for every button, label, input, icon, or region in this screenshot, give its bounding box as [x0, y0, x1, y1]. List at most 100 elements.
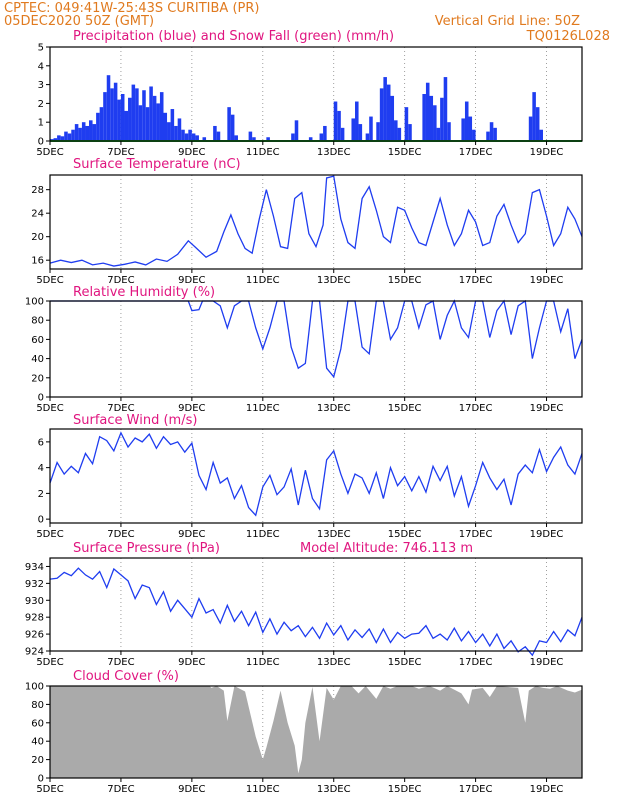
precip-bar: [333, 101, 338, 141]
humidity-ytick-label: 0: [38, 393, 44, 404]
wind-xtick-label: 9DEC: [178, 529, 205, 540]
precip-bar: [429, 95, 434, 141]
pressure-xtick-label: 19DEC: [530, 657, 564, 668]
panel-cloud-cover: Cloud Cover (%) 0 20 40 60 80 100 5DEC 7DEC 9DEC…: [25, 669, 583, 795]
precip-bar: [67, 133, 72, 141]
precipitation-ytick-label: 4: [38, 61, 44, 72]
precip-bar: [128, 97, 132, 141]
temperature-xtick-label: 7DEC: [107, 275, 134, 286]
panel-title-wind: Surface Wind (m/s): [73, 413, 197, 428]
cloud-cover-ytick-label: 80: [31, 700, 44, 711]
precip-bar: [184, 133, 189, 141]
precip-bar: [152, 95, 157, 141]
cloud-cover-ytick-label: 40: [31, 737, 44, 748]
pressure-ytick-label: 926: [25, 630, 44, 641]
precipitation-ytick-label: 1: [38, 118, 44, 129]
precip-bar: [486, 131, 490, 141]
wind-plot: 0 2 4 6 5DEC 7DEC 9DEC 11DEC 13DEC 15DEC 17DEC 19DE…: [36, 428, 583, 540]
precip-bar: [266, 137, 270, 141]
pressure-ytick-label: 924: [25, 647, 44, 658]
precipitation-ytick-label: 0: [38, 137, 44, 148]
precip-bar: [376, 122, 380, 141]
precip-bar: [177, 118, 182, 141]
wind-ytick-label: 6: [38, 437, 44, 448]
precipitation-xtick-label: 9DEC: [178, 147, 205, 158]
precipitation-ytick-label: 2: [38, 99, 44, 110]
precip-bar: [89, 120, 93, 141]
cloud-cover-xtick-label: 7DEC: [107, 784, 134, 795]
cloud-cover-xtick-label: 5DEC: [36, 784, 63, 795]
wind-frame: [49, 428, 583, 524]
precip-bar: [124, 110, 129, 141]
precip-bar: [358, 124, 363, 141]
precip-bar: [383, 77, 387, 141]
wind-xtick-label: 11DEC: [246, 529, 280, 540]
pressure-xtick-label: 9DEC: [178, 657, 205, 668]
precip-bar: [191, 133, 196, 141]
panel-title-pressure: Surface Pressure (hPa): [73, 541, 220, 556]
precip-bar: [443, 77, 448, 141]
panel-humidity: Relative Humidity (%) 0 20 40 60 80 100 5DEC 7D…: [25, 285, 583, 414]
cloud-cover-plot: 0 20 40 60 80 100 5DEC 7DEC 9DEC 11DEC 13DEC 15DEC 1…: [25, 682, 583, 795]
precipitation-xtick-label: 17DEC: [459, 147, 493, 158]
precip-bar: [96, 112, 100, 141]
precip-bar: [57, 135, 61, 141]
precip-bar: [120, 94, 125, 141]
panel-pressure: Surface Pressure (hPa) Model Altitude: 7…: [25, 541, 583, 668]
cloud-cover-ytick-label: 0: [38, 774, 44, 785]
pressure-ytick-label: 934: [25, 562, 44, 573]
wind-xtick-label: 13DEC: [317, 529, 351, 540]
precip-bar: [528, 116, 533, 141]
panel-precipitation: Precipitation (blue) and Snow Fall (gree…: [36, 29, 583, 158]
temperature-xtick-label: 13DEC: [317, 275, 351, 286]
header-location: CPTEC: 049:41W-25:43S CURITIBA (PR): [4, 1, 259, 16]
temperature-ytick-label: 28: [31, 185, 44, 196]
cloud-cover-xtick-label: 19DEC: [530, 784, 564, 795]
precip-bar: [81, 122, 86, 141]
wind-ytick-label: 4: [38, 463, 44, 474]
pressure-ytick-label: 930: [25, 596, 44, 607]
precip-bar: [117, 99, 121, 141]
precipitation-ytick-label: 3: [38, 80, 44, 91]
cloud-cover-xtick-label: 15DEC: [388, 784, 422, 795]
precip-bar: [135, 88, 139, 141]
precip-bar: [422, 94, 426, 141]
precip-bar: [535, 107, 540, 141]
cloud-cover-xtick-label: 11DEC: [246, 784, 280, 795]
temperature-xtick-label: 17DEC: [459, 275, 493, 286]
humidity-xtick-label: 17DEC: [459, 403, 493, 414]
wind-xtick-label: 19DEC: [530, 529, 564, 540]
precip-bar: [386, 84, 391, 141]
precipitation-plot: 0 1 2 3 4 5 5DEC 7DEC 9DEC 11DEC 13DEC 15DEC 17DEC 19…: [36, 43, 583, 158]
pressure-frame: [49, 557, 583, 652]
precip-bar: [252, 137, 256, 141]
precip-bar: [319, 133, 324, 141]
precip-bar: [493, 127, 497, 141]
cloud-cover-xtick-label: 13DEC: [317, 784, 351, 795]
precip-bar: [138, 105, 143, 141]
wind-ytick-label: 0: [38, 515, 44, 526]
humidity-xtick-label: 19DEC: [530, 403, 564, 414]
precip-bar: [532, 92, 536, 141]
temperature-xtick-label: 11DEC: [246, 275, 280, 286]
precip-bar: [92, 124, 97, 141]
wind-ytick-label: 2: [38, 489, 44, 500]
precip-bar: [394, 120, 398, 141]
model-altitude-label: Model Altitude: 746.113 m: [300, 541, 473, 556]
temperature-xtick-label: 15DEC: [388, 275, 422, 286]
precip-bar: [365, 133, 370, 141]
header-run-code: TQ0126L028: [526, 29, 610, 44]
precip-bar: [110, 88, 114, 141]
header-grid-note: Vertical Grid Line: 50Z: [435, 14, 580, 29]
precip-bar: [174, 125, 178, 141]
precipitation-xtick-label: 7DEC: [107, 147, 134, 158]
temperature-plot: 16 20 24 28 5DEC 7DEC 9DEC 11DEC 13DEC 15DEC 17DEC…: [31, 174, 583, 286]
precip-bar: [113, 82, 118, 141]
humidity-xtick-label: 11DEC: [246, 403, 280, 414]
precip-bar: [181, 129, 185, 141]
cloud-cover-ytick-label: 100: [25, 682, 44, 693]
pressure-xtick-label: 5DEC: [36, 657, 63, 668]
precipitation-xtick-label: 5DEC: [36, 147, 63, 158]
humidity-xtick-label: 7DEC: [107, 403, 134, 414]
precip-bar: [308, 137, 313, 141]
